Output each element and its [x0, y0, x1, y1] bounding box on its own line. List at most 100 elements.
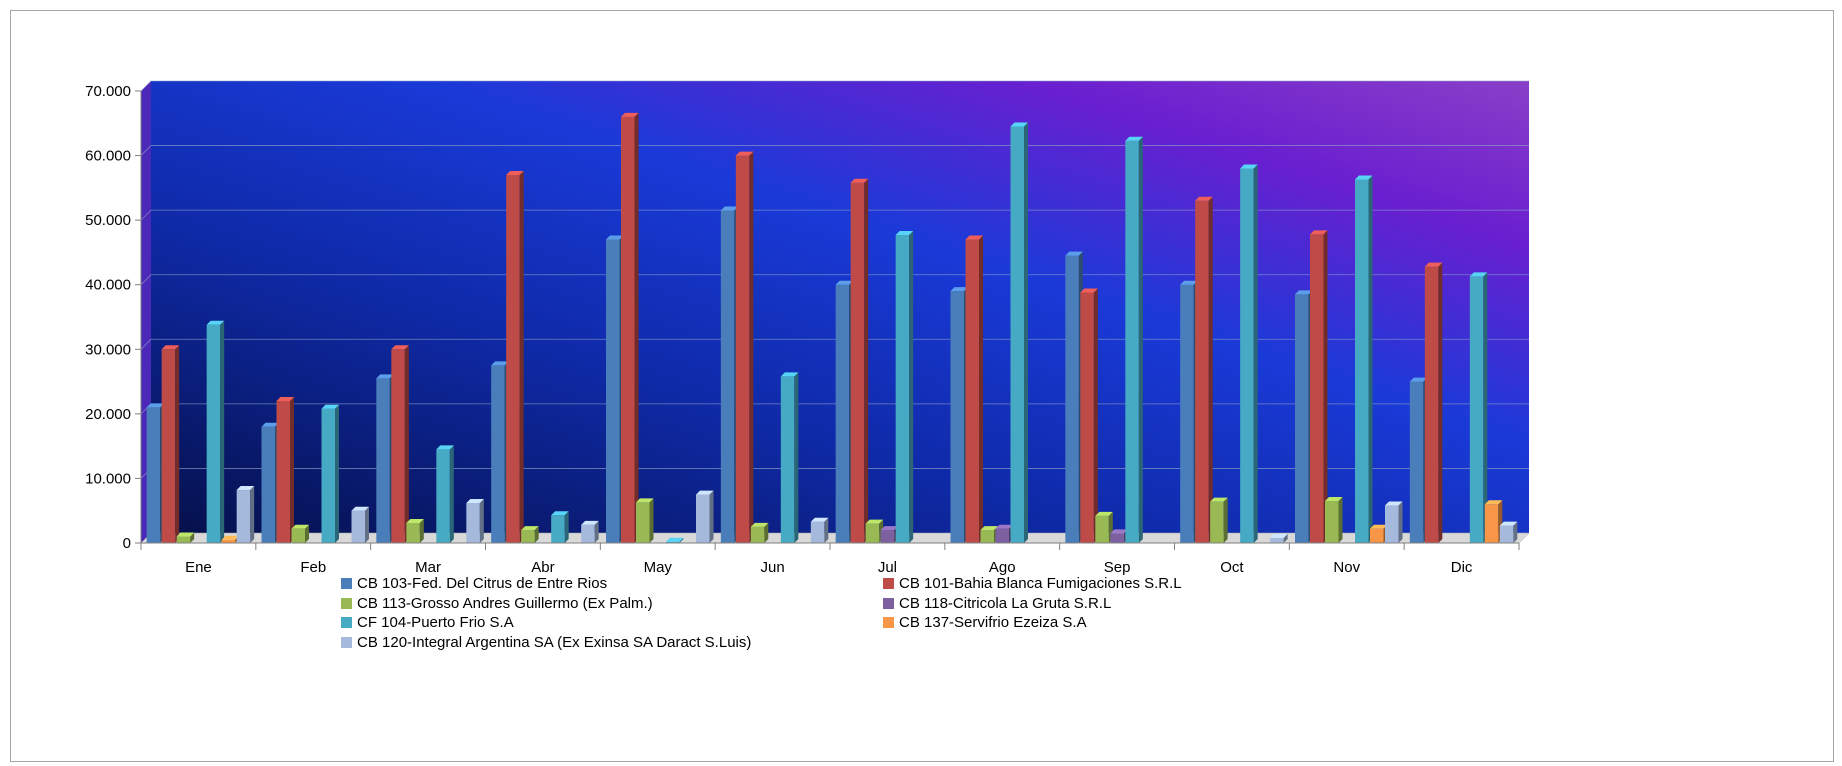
bar-front — [1424, 266, 1439, 543]
bar-top — [1310, 230, 1328, 235]
bar — [1010, 122, 1028, 543]
bar — [521, 526, 539, 543]
bar-front — [391, 349, 405, 543]
bar — [1210, 497, 1228, 543]
bar — [965, 235, 983, 543]
bar — [491, 361, 509, 543]
bar-front — [1240, 168, 1254, 543]
bar — [1110, 529, 1128, 543]
bar-front — [1355, 179, 1369, 543]
bar — [666, 537, 684, 543]
bar-top — [1325, 497, 1343, 502]
bar — [980, 526, 998, 543]
bar — [1370, 524, 1388, 543]
bar-top — [1110, 529, 1128, 534]
bar-front — [621, 116, 635, 543]
bar-side — [419, 518, 424, 543]
bar-front — [636, 502, 650, 543]
bar-front — [1484, 504, 1499, 543]
bar-front — [1325, 501, 1339, 543]
bar-side — [1283, 533, 1288, 543]
bar-front — [1125, 140, 1139, 543]
bar-front — [351, 510, 365, 543]
bar-top — [1180, 280, 1198, 285]
bar — [1409, 377, 1428, 543]
bar-side — [1208, 196, 1213, 543]
bar — [720, 206, 739, 543]
bar — [261, 422, 279, 543]
bar-side — [220, 320, 225, 543]
bar-front — [321, 408, 335, 543]
bar-top — [261, 422, 279, 427]
bar — [1424, 262, 1443, 543]
bar — [321, 404, 339, 543]
x-tick-label: Dic — [1451, 559, 1473, 576]
gridline — [140, 209, 1529, 221]
x-tick-label: Nov — [1333, 559, 1360, 576]
bar — [436, 445, 454, 543]
bar-top — [491, 361, 509, 366]
bar-front — [1310, 234, 1324, 543]
bar-top — [221, 535, 240, 540]
bar-top — [406, 518, 424, 523]
bar-front — [1010, 126, 1024, 543]
bar-top — [291, 524, 309, 529]
bar-front — [980, 530, 994, 543]
bar — [621, 112, 639, 543]
bar — [1484, 500, 1503, 543]
bar-top — [835, 280, 854, 285]
bar — [1065, 251, 1083, 543]
bar-front — [506, 174, 520, 543]
legend-swatch — [341, 578, 352, 589]
bar-side — [479, 498, 484, 543]
bar-side — [679, 537, 684, 543]
bar — [176, 532, 195, 543]
bar-side — [365, 506, 369, 543]
bar-side — [290, 396, 294, 543]
bar-top — [551, 511, 569, 516]
bar-top — [146, 403, 165, 408]
bar — [276, 396, 294, 543]
bar — [551, 511, 569, 543]
bar — [1469, 272, 1488, 543]
bar-top — [276, 396, 294, 401]
bar-front — [581, 524, 595, 543]
bar-top — [1095, 511, 1113, 516]
bar-top — [236, 486, 255, 491]
bar — [161, 345, 180, 543]
bar — [780, 372, 799, 543]
bar-front — [1385, 505, 1399, 543]
bar — [581, 520, 599, 543]
bar-front — [1080, 292, 1094, 543]
x-tick-label: Sep — [1104, 559, 1131, 576]
bar — [1195, 196, 1213, 543]
legend-swatch — [883, 617, 894, 628]
bar-top — [1409, 377, 1428, 382]
bar-top — [606, 235, 624, 240]
bar-front — [1195, 200, 1209, 543]
bar-top — [466, 498, 484, 503]
bar-side — [1093, 288, 1098, 543]
bar-front — [1180, 284, 1194, 543]
bar-front — [696, 494, 710, 543]
bar-top — [980, 526, 998, 531]
bar-top — [810, 517, 829, 522]
bar-top — [1469, 272, 1488, 277]
bar-front — [1499, 525, 1514, 543]
bar-front — [835, 284, 850, 543]
bar-front — [261, 426, 275, 543]
bar — [1325, 497, 1343, 543]
legend-swatch — [883, 578, 894, 589]
bar-top — [506, 170, 524, 175]
gridline — [140, 80, 1529, 92]
bar-top — [391, 345, 409, 350]
bar — [1095, 511, 1113, 543]
bar-top — [780, 372, 799, 377]
bar-top — [750, 522, 769, 527]
y-tick-label: 20.000 — [85, 406, 131, 423]
bar-front — [1409, 381, 1424, 543]
bar-top — [1240, 164, 1258, 169]
bar-top — [1270, 533, 1288, 538]
bar-side — [649, 498, 654, 543]
bar-side — [764, 522, 769, 543]
